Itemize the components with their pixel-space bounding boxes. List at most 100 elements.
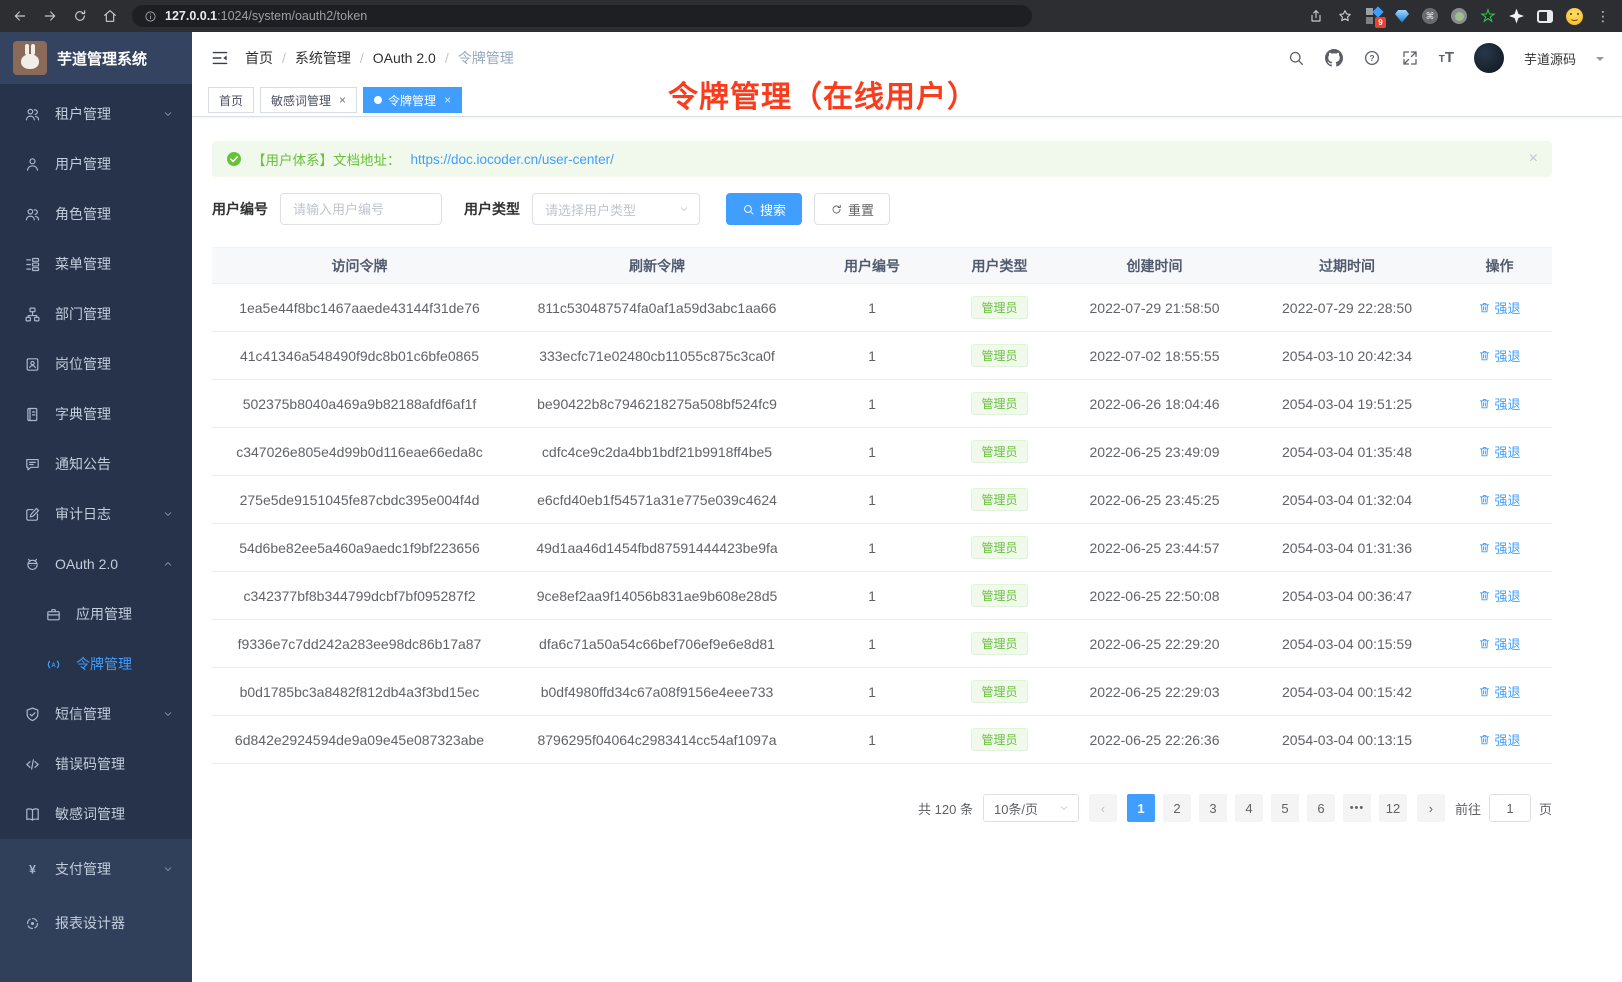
force-logout-button[interactable]: 强退 [1478,634,1521,653]
sidebar-item[interactable]: 租户管理 [0,89,192,139]
page-number-button[interactable]: 3 [1198,794,1227,822]
emoji-extension-icon[interactable] [1566,7,1583,25]
collapse-sidebar-icon[interactable] [210,48,230,68]
user-menu-caret-icon[interactable] [1596,56,1604,65]
fullscreen-icon[interactable] [1401,49,1419,67]
sidebar-item[interactable]: 岗位管理 [0,339,192,389]
sidebar-item[interactable]: 字典管理 [0,389,192,439]
breadcrumb-item[interactable]: 令牌管理 [457,50,514,66]
user-id-input[interactable] [280,193,442,225]
avatar[interactable] [1473,43,1504,73]
sidebar-item[interactable]: 部门管理 [0,289,192,339]
page-number-button[interactable]: ••• [1342,794,1371,822]
breadcrumb-separator: / [282,50,286,66]
record-extension-icon[interactable] [1451,8,1467,24]
alert-close-icon[interactable]: × [1528,150,1538,167]
tab-label: 首页 [219,93,244,108]
breadcrumb-item[interactable]: OAuth 2.0 [372,50,436,66]
force-logout-label: 强退 [1494,733,1521,748]
force-logout-button[interactable]: 强退 [1478,538,1521,557]
force-logout-button[interactable]: 强退 [1478,394,1521,413]
goto-page-input[interactable] [1488,794,1531,822]
trash-icon [1478,397,1491,410]
breadcrumb-item[interactable]: 首页 [245,50,273,66]
force-logout-button[interactable]: 强退 [1478,346,1521,365]
sidebar-item[interactable]: 支付管理 [0,842,192,896]
overflow-menu-icon[interactable]: ⋮ [1596,8,1610,24]
next-page-button[interactable]: › [1416,794,1445,822]
tab[interactable]: 令牌管理 × [363,87,463,113]
force-logout-button[interactable]: 强退 [1478,442,1521,461]
address-bar[interactable]: 127.0.0.1:1024/system/oauth2/token [132,5,1032,27]
help-icon[interactable] [1363,49,1381,67]
sidebar-item-label: 敏感词管理 [55,806,125,822]
cell-user-id: 1 [807,283,937,332]
command-extension-icon[interactable]: ⌘ [1422,8,1438,24]
force-logout-button[interactable]: 强退 [1478,298,1521,317]
force-logout-button[interactable]: 强退 [1478,490,1521,509]
browser-home-icon[interactable] [102,8,118,24]
table-row: 275e5de9151045fe87cbdc395e004f4d e6cfd40… [212,475,1552,524]
browser-reload-icon[interactable] [72,8,88,24]
sidebar-item[interactable]: 敏感词管理 [0,789,192,839]
username[interactable]: 芋道源码 [1523,51,1576,67]
bookmark-star-icon[interactable] [1337,8,1353,24]
sidebar-item[interactable]: 用户管理 [0,139,192,189]
github-icon[interactable] [1325,49,1343,67]
reset-button[interactable]: 重置 [814,193,891,225]
info-icon[interactable] [144,10,157,23]
page-number-button[interactable]: 12 [1378,794,1407,822]
force-logout-button[interactable]: 强退 [1478,682,1521,701]
extensions-grid-icon[interactable]: 9 [1366,6,1386,28]
page-size-select[interactable]: 10条/页 [982,794,1079,822]
page-number-button[interactable]: 6 [1306,794,1335,822]
user-type-select[interactable]: 请选择用户类型 [532,193,700,225]
browser-forward-icon[interactable] [42,8,58,24]
doc-link[interactable]: https://doc.iocoder.cn/user-center/ [410,151,614,167]
sidebar-item[interactable]: 报表设计器 [0,896,192,950]
tab-close-icon[interactable]: × [339,93,347,107]
sidebar-item[interactable]: 应用管理 [0,589,192,639]
chevron-down-icon [162,108,174,120]
cell-access-token: f9336e7c7dd242a283ee98dc86b17a87 [212,619,507,668]
tab[interactable]: 首页 [208,87,255,113]
gem-extension-icon[interactable] [1395,9,1409,23]
page-number-button[interactable]: 1 [1126,794,1155,822]
page-number-button[interactable]: 4 [1234,794,1263,822]
browser-back-icon[interactable] [12,8,28,24]
sidebar-item-label: 错误码管理 [55,756,125,772]
side-panel-icon[interactable] [1537,9,1553,23]
share-icon[interactable] [1308,8,1324,24]
trash-icon [1478,685,1491,698]
green-star-extension-icon[interactable] [1480,8,1496,23]
sidebar-item[interactable]: 短信管理 [0,689,192,739]
total-count: 共 120 条 [918,801,973,817]
sidebar-item-label: 审计日志 [55,506,111,522]
tab[interactable]: 敏感词管理 × [260,87,358,113]
search-icon[interactable] [1287,49,1305,67]
force-logout-button[interactable]: 强退 [1478,586,1521,605]
page-number-button[interactable]: 2 [1162,794,1191,822]
cell-create-time: 2022-07-02 18:55:55 [1062,331,1247,380]
sidebar-item-label: OAuth 2.0 [55,556,119,572]
sidebar-item[interactable]: 通知公告 [0,439,192,489]
search-button[interactable]: 搜索 [726,193,803,225]
cell-access-token: 54d6be82ee5a460a9aedc1f9bf223656 [212,523,507,572]
page-number-button[interactable]: 5 [1270,794,1299,822]
cell-refresh-token: cdfc4ce9c2da4bb1bdf21b9918ff4be5 [507,427,807,476]
sidebar-item[interactable]: 错误码管理 [0,739,192,789]
font-size-icon[interactable]: TT [1438,49,1454,66]
prev-page-button[interactable]: ‹ [1088,794,1117,822]
tab-close-icon[interactable]: × [444,93,452,107]
pinwheel-extension-icon[interactable] [1509,8,1524,24]
cell-create-time: 2022-06-26 18:04:46 [1062,379,1247,428]
refresh-icon [830,203,843,216]
app-logo-icon [13,41,47,75]
breadcrumb-item[interactable]: 系统管理 [294,50,351,66]
sidebar-item[interactable]: 审计日志 [0,489,192,539]
sidebar-item[interactable]: 令牌管理 [0,639,192,689]
force-logout-button[interactable]: 强退 [1478,730,1521,749]
sidebar-item[interactable]: 菜单管理 [0,239,192,289]
sidebar-item[interactable]: OAuth 2.0 [0,539,192,589]
sidebar-item[interactable]: 角色管理 [0,189,192,239]
